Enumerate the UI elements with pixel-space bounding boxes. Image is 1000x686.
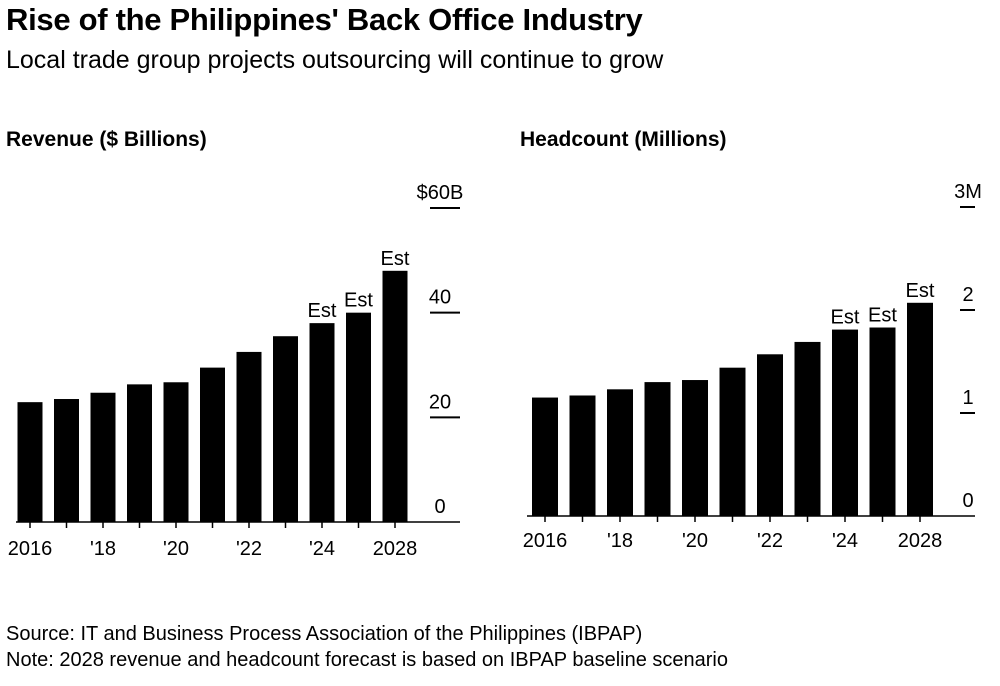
headcount-x-tick-label: '24: [832, 530, 858, 552]
revenue-y-tick-label: 20: [429, 391, 451, 413]
headcount-bar: [907, 302, 933, 516]
revenue-x-tick-label: 2028: [373, 538, 418, 560]
headcount-x-tick-label: '22: [757, 530, 783, 552]
revenue-bar: [90, 392, 116, 522]
chart-subtitle: Local trade group projects outsourcing w…: [6, 46, 664, 74]
revenue-y-tick-label: 0: [434, 496, 445, 518]
revenue-bar-label: Est: [344, 290, 373, 312]
revenue-bar-label: Est: [308, 300, 337, 322]
headcount-chart-title: Headcount (Millions): [520, 128, 727, 151]
headcount-x-tick-label: 2028: [898, 530, 943, 552]
revenue-y-tick-label: $60B: [417, 182, 464, 204]
headcount-bar: [532, 397, 558, 516]
headcount-bar: [682, 380, 708, 516]
revenue-bar: [382, 270, 408, 522]
headcount-bar-label: Est: [906, 280, 935, 302]
source-note: Source: IT and Business Process Associat…: [6, 623, 643, 645]
revenue-x-tick-label: '22: [236, 538, 262, 560]
headcount-x-tick-label: '20: [682, 530, 708, 552]
headcount-bar: [644, 382, 671, 516]
headcount-y-tick-label: 0: [962, 490, 973, 512]
headcount-y-tick-label: 3M: [954, 181, 982, 203]
headcount-bar: [607, 389, 633, 516]
revenue-chart-title: Revenue ($ Billions): [6, 128, 207, 151]
headcount-x-tick-label: '18: [607, 530, 633, 552]
headcount-x-tick-label: 2016: [523, 530, 568, 552]
revenue-x-tick-label: 2016: [8, 538, 53, 560]
revenue-bar: [236, 351, 262, 522]
revenue-bar: [127, 384, 152, 522]
headcount-bar: [794, 341, 821, 516]
revenue-bar: [17, 402, 43, 522]
headcount-bar-label: Est: [868, 305, 897, 327]
revenue-x-tick-label: '20: [163, 538, 189, 560]
revenue-bar: [54, 399, 79, 522]
headcount-y-tick-label: 2: [962, 284, 973, 306]
revenue-bar: [200, 367, 225, 522]
revenue-bar: [273, 336, 298, 522]
headcount-bar: [869, 327, 896, 516]
revenue-bar: [346, 312, 371, 522]
headcount-bar: [832, 329, 858, 516]
headcount-y-tick-label: 1: [962, 387, 973, 409]
revenue-bar-label: Est: [381, 248, 410, 270]
headcount-bar: [757, 354, 783, 516]
chart-title: Rise of the Philippines' Back Office Ind…: [6, 2, 643, 37]
headcount-bar: [719, 367, 746, 516]
charts-canvas: 0 20 40 $60B 2016 '18 '20 '22 '24 Est Est 2028 Est 0 1…: [8, 181, 982, 560]
revenue-y-tick-label: 40: [429, 287, 451, 309]
revenue-x-tick-label: '18: [90, 538, 116, 560]
revenue-bar: [163, 382, 189, 522]
headcount-bar-label: Est: [831, 307, 860, 329]
revenue-x-tick-label: '24: [309, 538, 335, 560]
footnote: Note: 2028 revenue and headcount forecas…: [6, 649, 728, 671]
revenue-bar: [309, 323, 335, 522]
headcount-bar: [569, 395, 596, 516]
